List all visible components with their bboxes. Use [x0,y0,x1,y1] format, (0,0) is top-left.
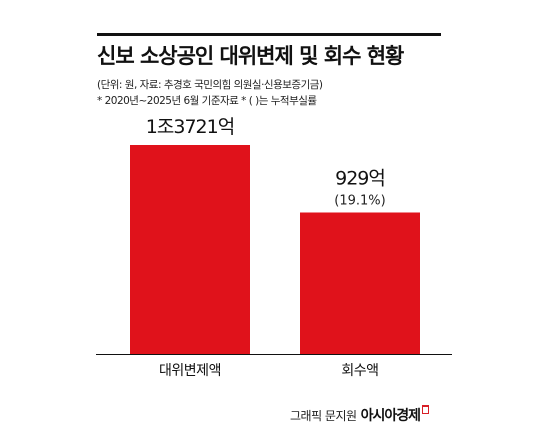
data-label-2: 929억 [335,167,385,189]
brand-mark-icon [421,405,429,414]
credit-line: 그래픽 문지원 아시아경제 [290,405,429,425]
category-label-2: 회수액 [341,363,378,379]
brand-logo: 아시아경제 [360,408,421,424]
rate-label-2: (19.1%) [334,193,385,208]
source-note: (단위: 원, 자료: 추경호 국민의힘 의원실·신용보증기금) [97,79,323,91]
bar-1 [130,145,250,354]
graphic-credit: 그래픽 문지원 [290,409,357,423]
footnote: * 2020년~2025년 6월 기준자료 * ( )는 누적부실률 [97,95,317,107]
chart-title: 신보 소상공인 대위변제 및 회수 현황 [97,44,404,68]
title-rule [97,33,441,36]
bar-2 [300,212,420,354]
data-label-1: 1조3721억 [146,116,234,138]
category-label-1: 대위변제액 [159,363,221,379]
